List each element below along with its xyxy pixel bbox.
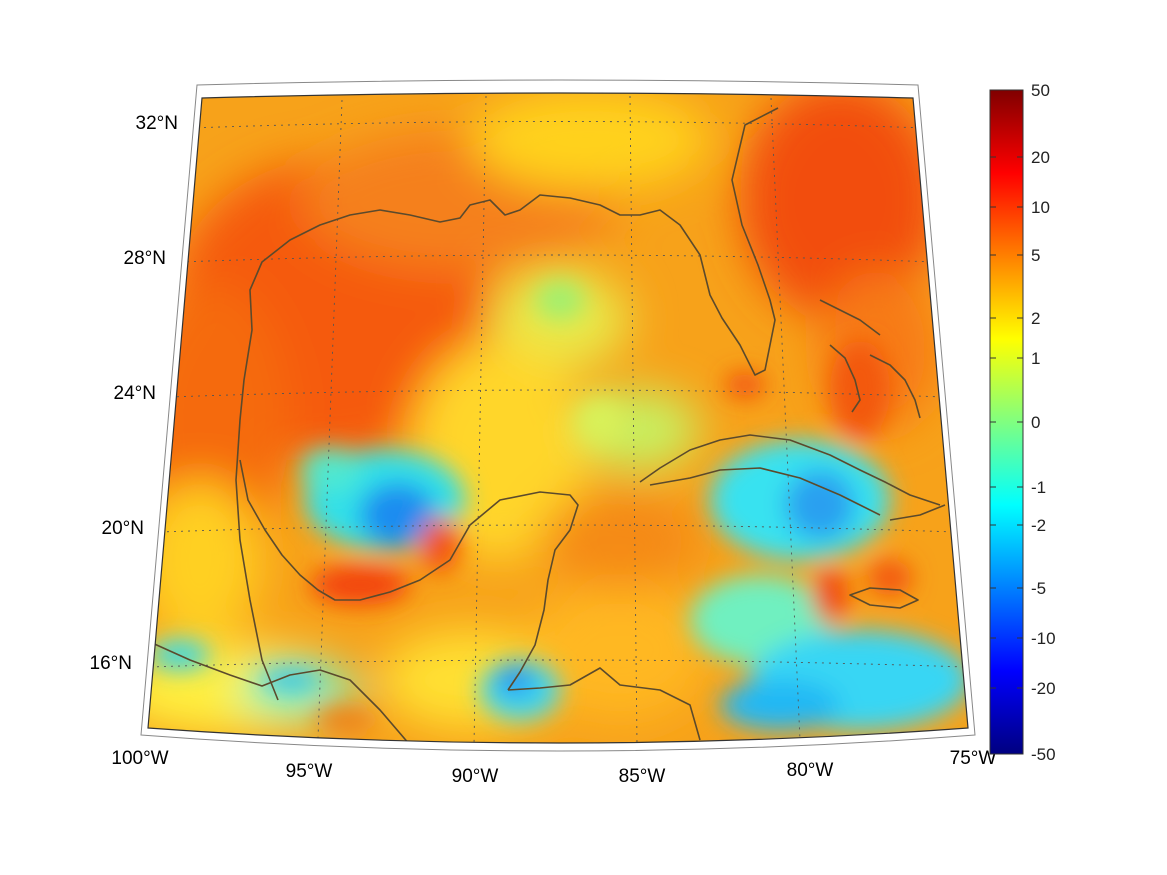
colorbar-tick-label: -20 [1031,679,1056,698]
colorbar-tick-label: -50 [1031,745,1056,764]
lon-label-90: 90°W [452,766,499,787]
lon-label-85: 85°W [619,766,666,787]
lon-label-100: 100°W [111,748,168,769]
longitude-labels: 100°W 95°W 90°W 85°W 80°W 75°W [111,748,996,787]
colorbar-tick-label: 5 [1031,246,1040,265]
colorbar-tick-label: -2 [1031,516,1046,535]
colorbar-tick-label: -10 [1031,629,1056,648]
lat-label-32: 32°N [136,113,178,134]
map-frame [147,92,969,744]
colorbar-tick-label: -5 [1031,579,1046,598]
lat-label-24: 24°N [114,383,156,404]
graticule [149,95,966,743]
lon-label-80: 80°W [787,760,834,781]
colorbar-tick-label: 20 [1031,148,1050,167]
colorbar-tick-label: 50 [1031,81,1050,100]
colorbar-tick-label: 2 [1031,309,1040,328]
colorbar-tick-label: 10 [1031,198,1050,217]
colorbar-tick-label: -1 [1031,478,1046,497]
lon-label-95: 95°W [286,761,333,782]
lat-label-16: 16°N [90,653,132,674]
latitude-labels: 32°N 28°N 24°N 20°N 16°N [90,113,178,674]
coastline [149,107,946,743]
map-outer-frame [140,79,976,752]
colorbar-tick-label: 0 [1031,413,1040,432]
colorbar-tick-label: 1 [1031,349,1040,368]
lat-label-28: 28°N [124,248,166,269]
lat-label-20: 20°N [102,518,144,539]
heat-field [148,93,968,743]
lon-label-75: 75°W [950,748,997,769]
